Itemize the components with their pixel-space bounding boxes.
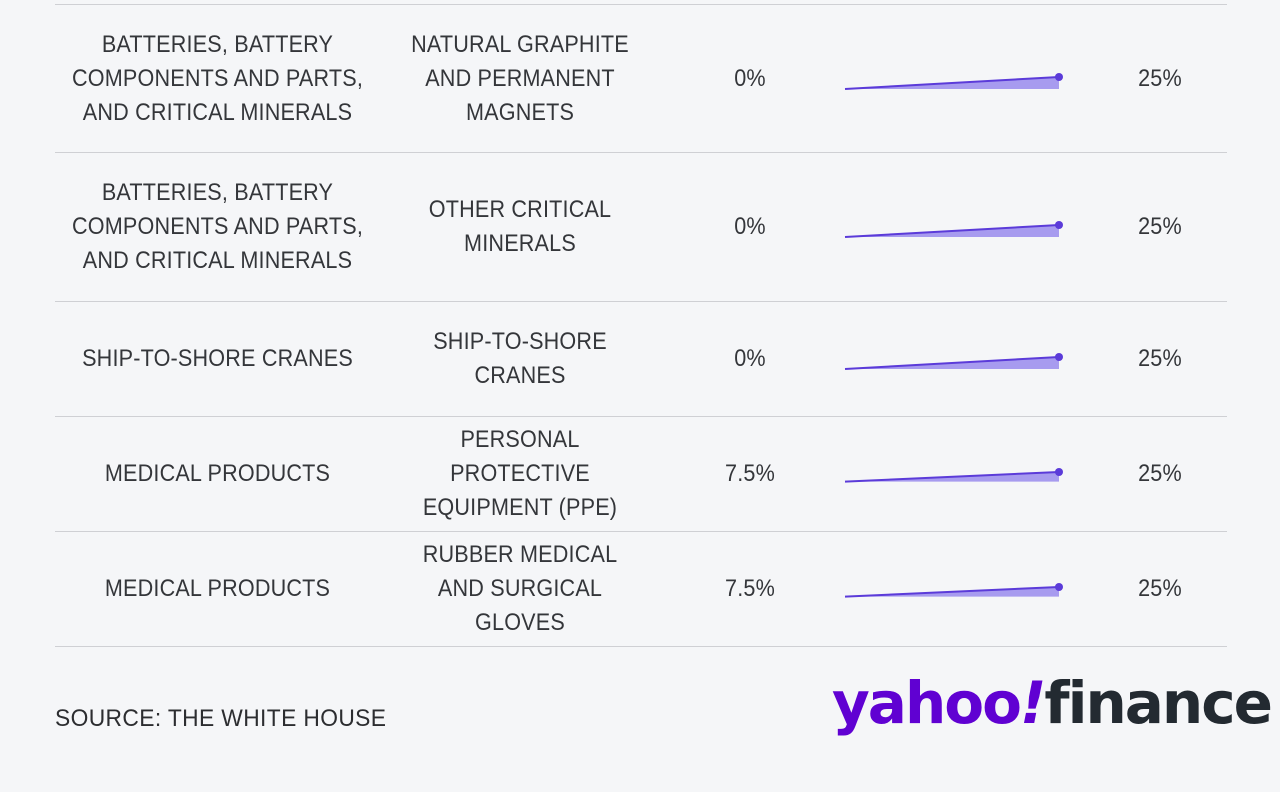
sparkline-svg <box>844 72 1063 90</box>
new-rate-label: 25% <box>1138 213 1182 240</box>
tariff-table: BATTERIES, BATTERY COMPONENTS AND PARTS,… <box>55 0 1227 647</box>
new-rate-label: 25% <box>1138 345 1182 372</box>
category-cell: BATTERIES, BATTERY COMPONENTS AND PARTS,… <box>71 179 364 274</box>
category-cell: BATTERIES, BATTERY COMPONENTS AND PARTS,… <box>71 30 364 126</box>
sparkline-line <box>844 586 1060 598</box>
table-row: SHIP-TO-SHORE CRANES SHIP-TO-SHORE CRANE… <box>55 302 1227 417</box>
top-rule <box>55 4 1227 5</box>
sparkline-line <box>844 471 1060 483</box>
sparkline-end-point <box>1055 72 1063 81</box>
category-cell: SHIP-TO-SHORE CRANES <box>82 345 353 372</box>
sparkline-end-point <box>1055 353 1063 361</box>
previous-rate-label: 0% <box>734 64 766 92</box>
sparkline <box>844 302 1075 416</box>
sparkline-svg <box>844 468 1063 483</box>
sparkline-end-point <box>1055 583 1063 591</box>
sparkline-end-point <box>1055 221 1063 229</box>
new-rate-label: 25% <box>1138 460 1182 487</box>
sparkline <box>844 417 1075 531</box>
category-cell: MEDICAL PRODUCTS <box>104 575 331 602</box>
sparkline-svg <box>844 583 1063 598</box>
sparkline-svg <box>844 221 1063 238</box>
sparkline-line <box>844 356 1060 370</box>
sparkline-line <box>844 75 1060 90</box>
category-cell: MEDICAL PRODUCTS <box>104 460 331 487</box>
table-row: BATTERIES, BATTERY COMPONENTS AND PARTS,… <box>55 5 1227 153</box>
previous-rate-label: 0% <box>734 345 766 372</box>
product-cell: OTHER CRITICAL MINERALS <box>428 196 612 257</box>
table-row: MEDICAL PRODUCTS RUBBER MEDICAL AND SURG… <box>55 532 1227 647</box>
sparkline-svg <box>844 353 1063 370</box>
previous-rate-label: 0% <box>734 213 766 240</box>
sparkline <box>844 153 1075 301</box>
table-row: MEDICAL PRODUCTS PERSONAL PROTECTIVE EQU… <box>55 417 1227 532</box>
new-rate-label: 25% <box>1138 64 1182 92</box>
yahoo-finance-logo: yahoo!finance <box>832 669 1273 737</box>
product-cell: PERSONAL PROTECTIVE EQUIPMENT (PPE) <box>422 426 618 521</box>
sparkline-area <box>845 587 1059 597</box>
sparkline <box>844 5 1075 152</box>
sparkline-line <box>844 224 1060 238</box>
previous-rate-label: 7.5% <box>725 460 775 487</box>
product-cell: NATURAL GRAPHITE AND PERMANENT MAGNETS <box>411 30 629 126</box>
sparkline-end-point <box>1055 468 1063 476</box>
product-cell: RUBBER MEDICAL AND SURGICAL GLOVES <box>422 541 618 636</box>
previous-rate-label: 7.5% <box>725 575 775 602</box>
source-note: SOURCE: THE WHITE HOUSE <box>55 705 387 732</box>
sparkline <box>844 532 1075 646</box>
product-cell: SHIP-TO-SHORE CRANES <box>433 328 607 389</box>
new-rate-label: 25% <box>1138 575 1182 602</box>
table-row: BATTERIES, BATTERY COMPONENTS AND PARTS,… <box>55 153 1227 302</box>
